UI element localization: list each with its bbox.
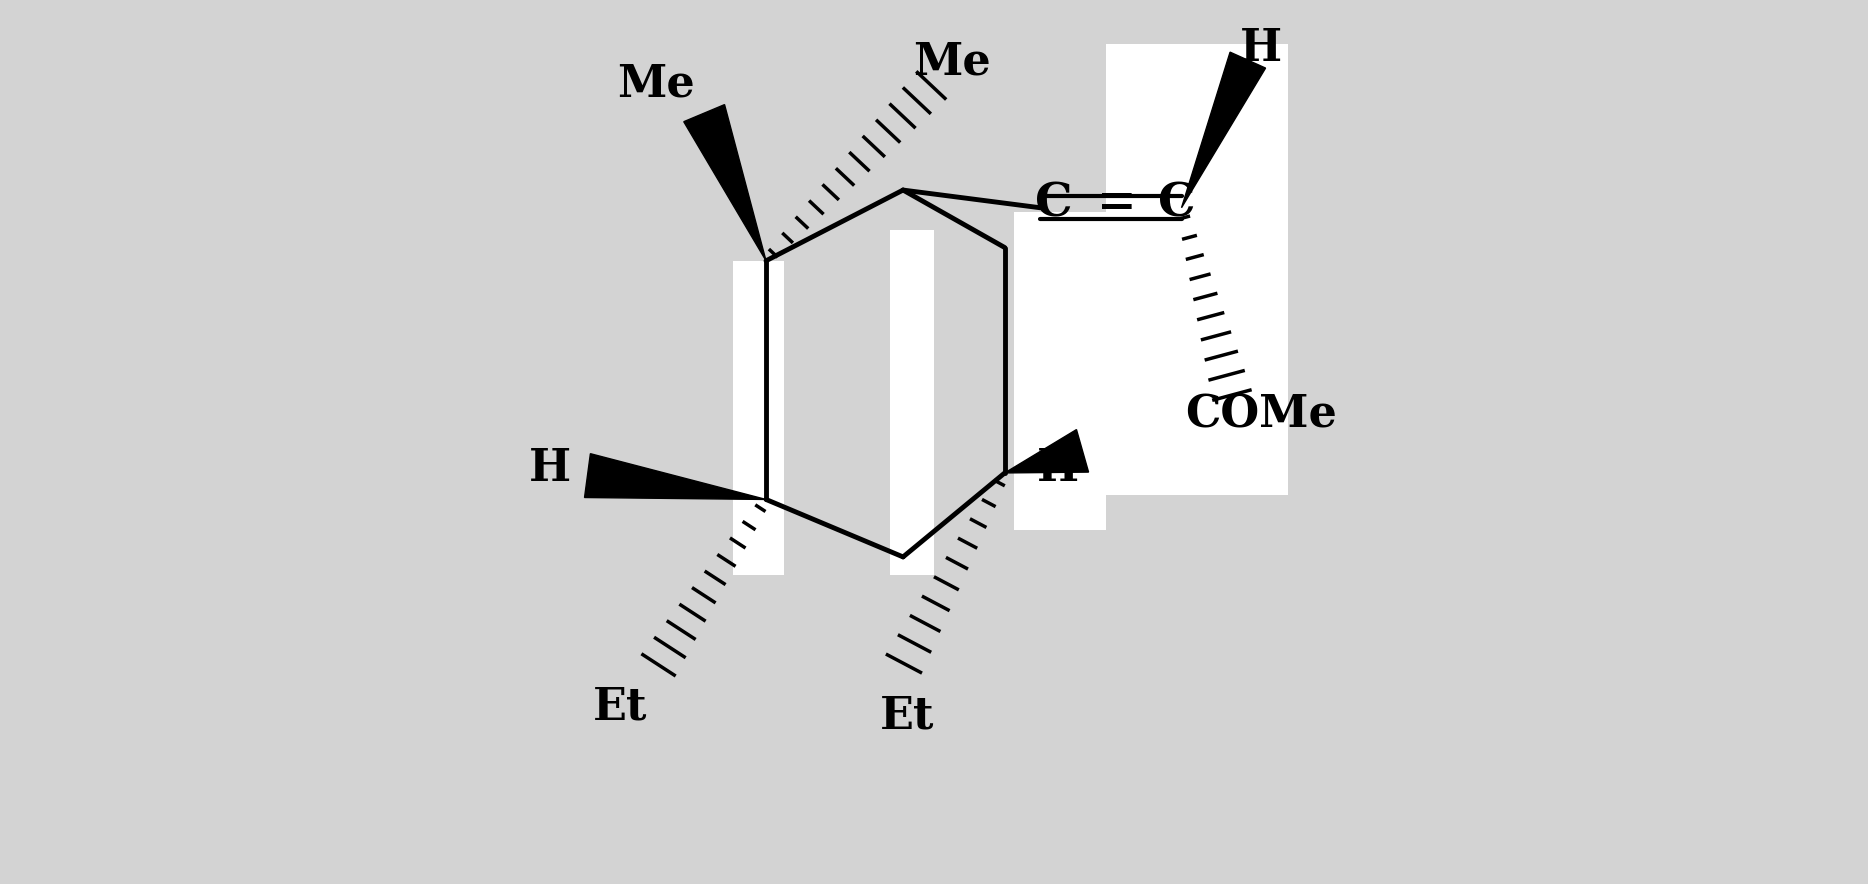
Bar	[1106, 44, 1287, 495]
Polygon shape	[585, 453, 766, 499]
Bar	[1014, 212, 1106, 530]
Bar	[889, 230, 934, 477]
Text: C: C	[1158, 180, 1196, 226]
Text: H: H	[529, 447, 570, 490]
Bar	[734, 261, 785, 504]
Text: C: C	[1035, 180, 1072, 226]
Text: Me: Me	[616, 63, 695, 105]
Polygon shape	[1182, 52, 1265, 208]
Polygon shape	[684, 104, 766, 261]
Text: H: H	[1037, 447, 1080, 490]
Text: H: H	[1240, 27, 1281, 70]
Text: Me: Me	[913, 41, 990, 83]
Bar	[889, 477, 934, 575]
Text: =: =	[1097, 180, 1138, 226]
Bar	[734, 504, 785, 575]
Polygon shape	[1005, 430, 1089, 473]
Text: Et: Et	[592, 686, 648, 728]
Text: COMe: COMe	[1184, 394, 1337, 437]
Text: Et: Et	[880, 695, 934, 737]
